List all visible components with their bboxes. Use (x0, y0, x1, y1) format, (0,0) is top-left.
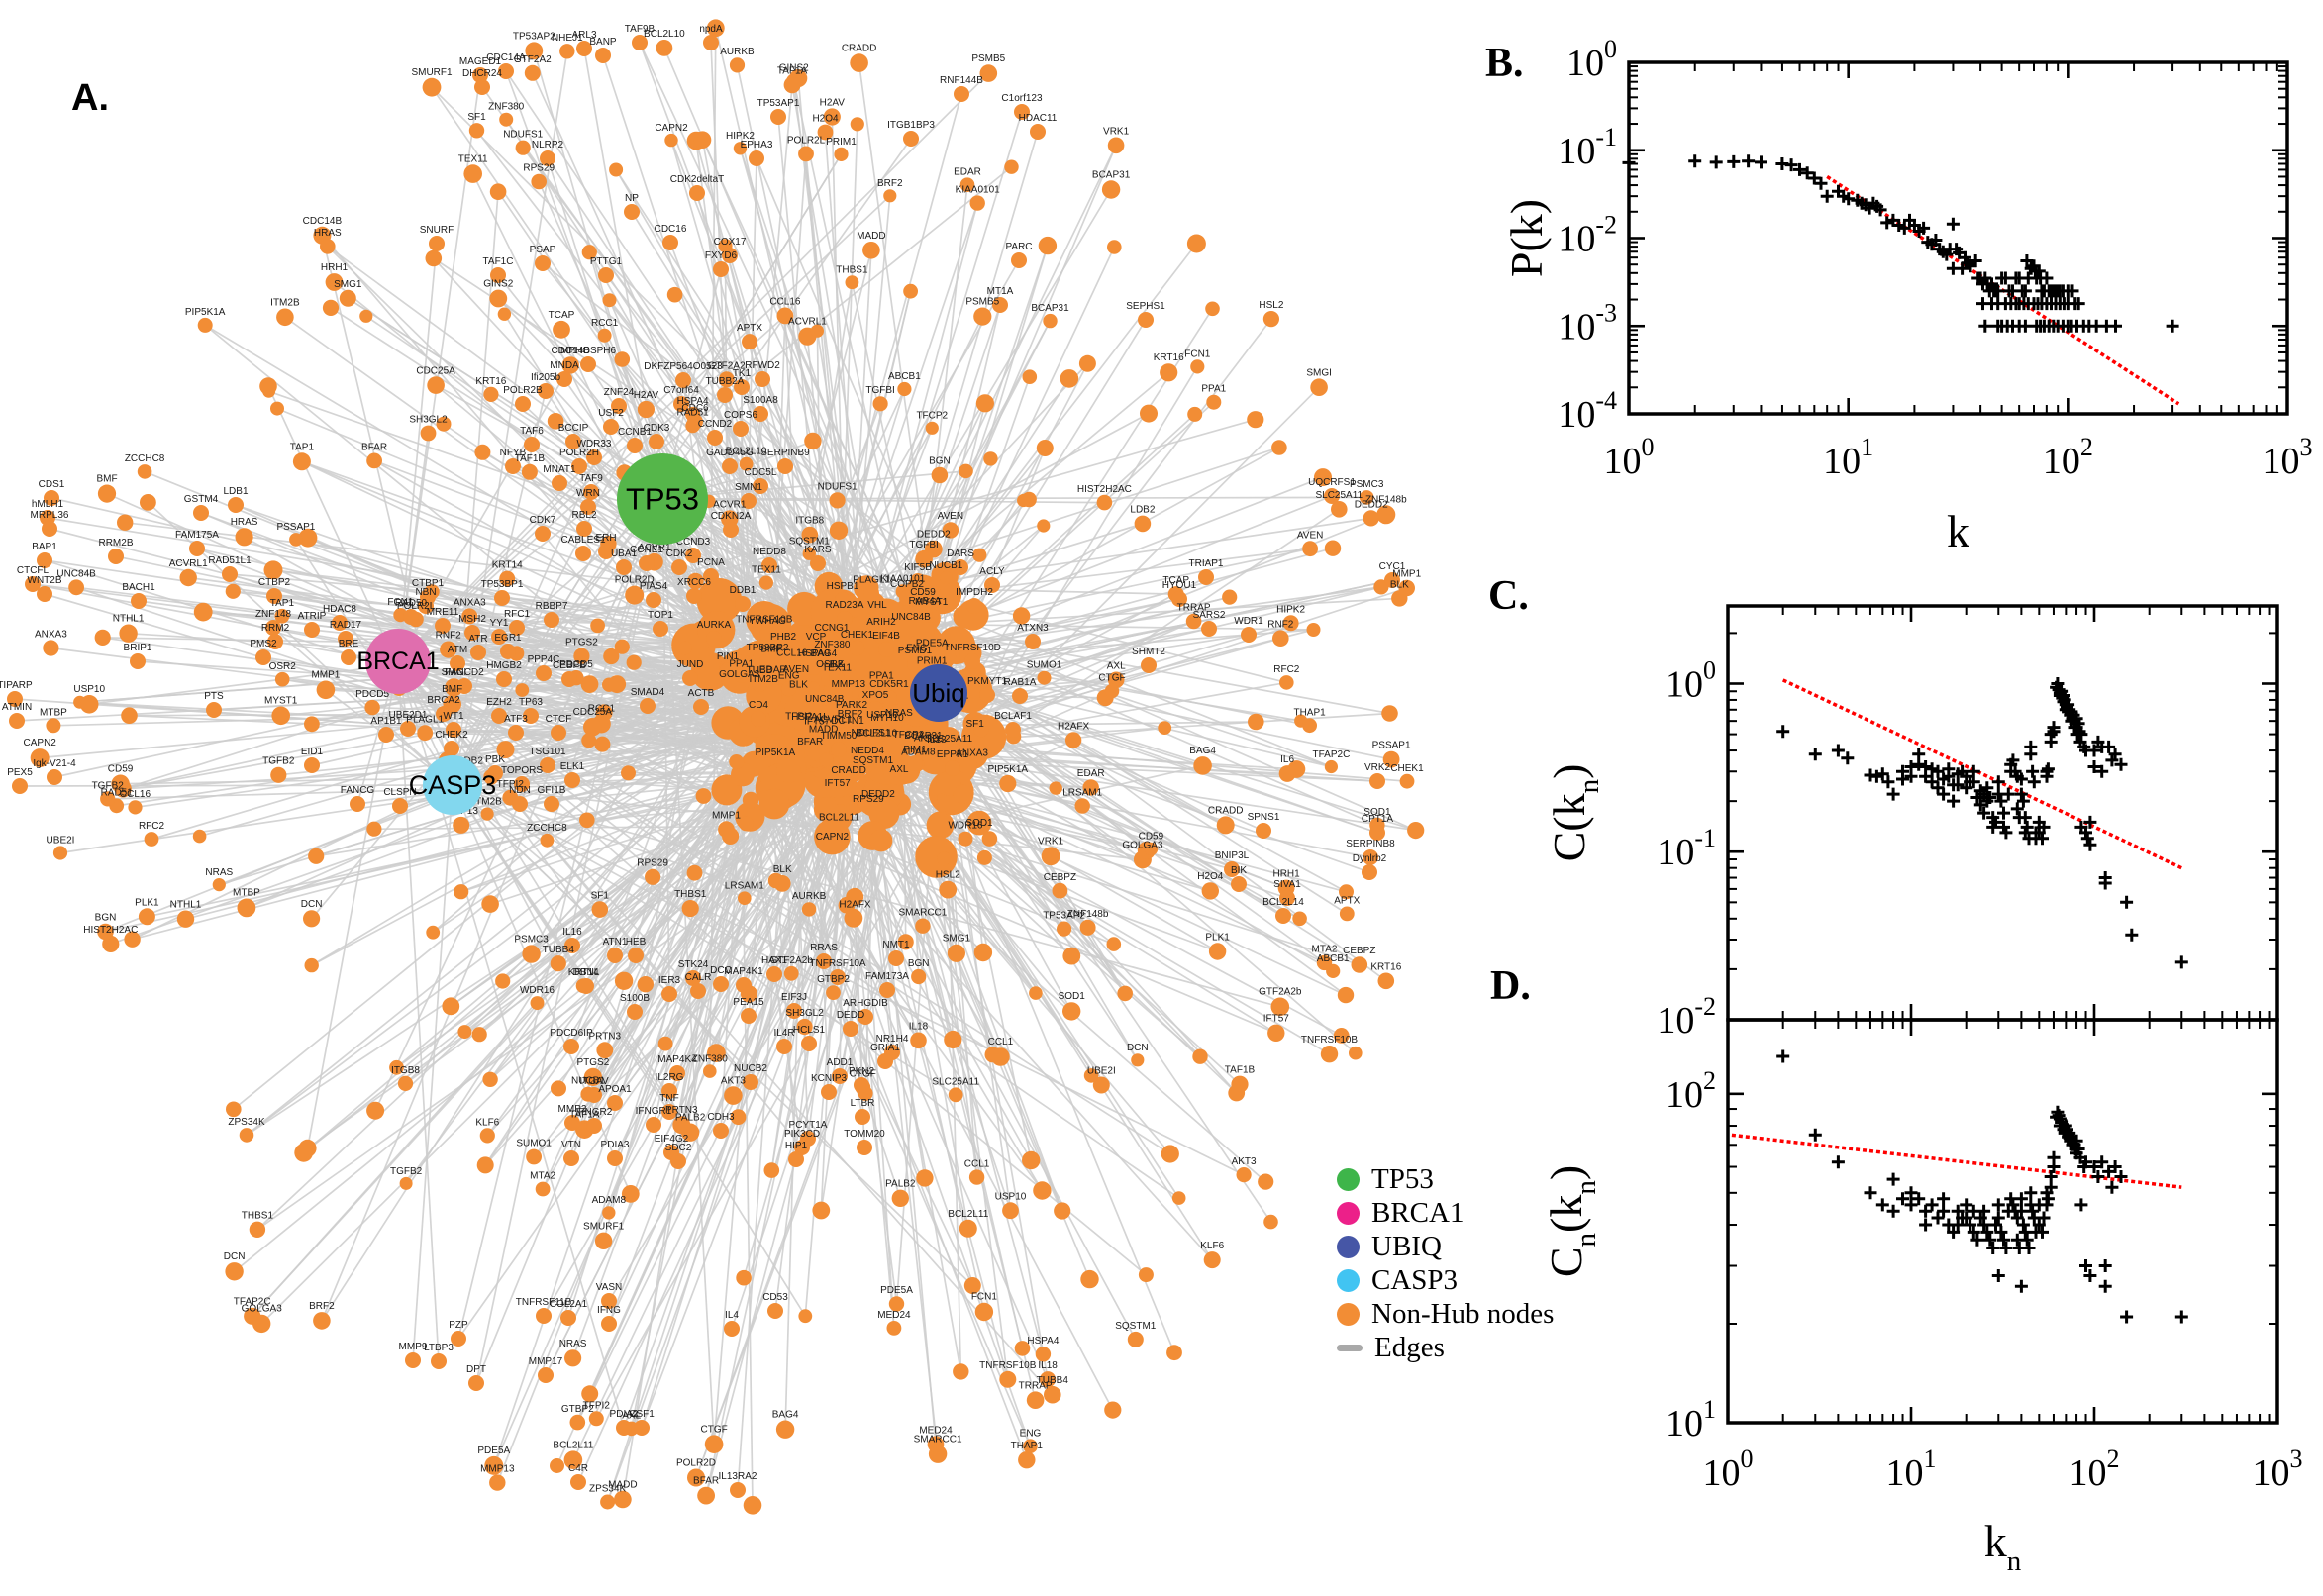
data-points (1776, 1049, 2188, 1324)
hub-label: Ubiq (912, 678, 964, 708)
y-axis-title: P(k) (1501, 199, 1552, 277)
x-tick-labels: 100 101 102 103 (1604, 433, 2313, 482)
y-tick-labels: 100 10-1 10-2 (1657, 655, 1716, 1042)
svg-text:101: 101 (1823, 433, 1873, 482)
y-tick-labels: 100 10-1 10-2 10-3 10-4 (1558, 35, 1617, 436)
axis-ticks (1627, 60, 2289, 416)
svg-text:102: 102 (1666, 1066, 1716, 1116)
svg-text:10-4: 10-4 (1558, 386, 1617, 436)
axis-ticks (1726, 1020, 2279, 1425)
legend-item-edges: Edges (1337, 1332, 1554, 1363)
legend-label: CASP3 (1371, 1264, 1459, 1296)
y-axis-title: C(kn) (1544, 764, 1605, 862)
legend-item-tp53: TP53 (1337, 1163, 1554, 1195)
network-graph: SQSTM1CCL16ANXA3TEX11SF1SLC25A11PPA1BLKN… (0, 19, 1425, 1515)
panel-b-label: B. (1485, 41, 1524, 86)
legend-dot (1337, 1236, 1360, 1258)
hub-CASP3: CASP3 (409, 755, 497, 815)
legend-dot (1337, 1269, 1360, 1292)
legend-label: BRCA1 (1371, 1197, 1464, 1229)
svg-text:103: 103 (2263, 433, 2313, 482)
svg-text:103: 103 (2253, 1445, 2303, 1494)
legend-label: UBIQ (1371, 1231, 1442, 1262)
svg-text:10-2: 10-2 (1657, 992, 1716, 1042)
y-tick-labels: 102 101 (1666, 1066, 1716, 1445)
svg-text:101: 101 (1666, 1395, 1716, 1445)
plot-C: 100 10-1 10-2 C(kn) (1544, 604, 2279, 1042)
network-legend: TP53 BRCA1 UBIQ CASP3 Non-Hub nodes Edges (1337, 1163, 1555, 1363)
legend-item-casp3: CASP3 (1337, 1264, 1554, 1296)
legend-label: Edges (1374, 1332, 1445, 1363)
data-points (1776, 677, 2188, 969)
svg-text:100: 100 (1666, 655, 1716, 705)
svg-text:100: 100 (1703, 1445, 1754, 1494)
legend-item-brca1: BRCA1 (1337, 1197, 1554, 1229)
y-axis-title: Cn(kn) (1541, 1165, 1602, 1277)
panel-a-label: A. (71, 77, 109, 119)
legend-dot (1337, 1202, 1360, 1225)
plot-B: 100 101 102 103 100 10-1 10-2 10-3 10-4 P(k) k (1501, 35, 2313, 556)
hub-label: TP53 (626, 482, 699, 517)
svg-text:100: 100 (1566, 35, 1617, 84)
panel-c-label: C. (1488, 573, 1529, 619)
network-node-labels: SQSTM1CCL16ANXA3TEX11SF1SLC25A11PPA1BLKN… (0, 24, 1424, 1494)
panel-d-label: D. (1490, 963, 1531, 1009)
svg-text:102: 102 (2070, 1445, 2120, 1494)
hub-label: CASP3 (409, 770, 497, 800)
x-axis-title: k (1947, 506, 1970, 556)
svg-text:101: 101 (1886, 1445, 1937, 1494)
legend-label: Non-Hub nodes (1371, 1298, 1555, 1330)
svg-text:10-1: 10-1 (1558, 123, 1617, 172)
legend-dot (1337, 1168, 1360, 1191)
legend-dot (1337, 1303, 1360, 1326)
hub-BRCA1: BRCA1 (356, 629, 440, 694)
network-hubs: TP53 BRCA1 CASP3 Ubiq (356, 453, 967, 815)
legend-item-ubiq: UBIQ (1337, 1231, 1554, 1262)
x-axis-title: kn (1984, 1516, 2022, 1577)
hub-Ubiq: Ubiq (910, 664, 967, 722)
hub-label: BRCA1 (356, 648, 439, 675)
svg-text:10-3: 10-3 (1558, 298, 1617, 348)
svg-text:10-1: 10-1 (1657, 824, 1716, 873)
legend-item-non-hub-nodes: Non-Hub nodes (1337, 1298, 1555, 1330)
fit-line (1731, 1133, 2182, 1189)
data-points (1622, 154, 2179, 333)
svg-text:100: 100 (1604, 433, 1655, 482)
x-tick-labels: 100 101 102 103 (1703, 1445, 2303, 1494)
svg-text:102: 102 (2043, 433, 2093, 482)
legend-label: TP53 (1371, 1163, 1434, 1195)
edge-swatch-icon (1337, 1345, 1363, 1351)
fit-line (1781, 678, 2183, 870)
svg-text:10-2: 10-2 (1558, 211, 1617, 260)
hub-TP53: TP53 (617, 453, 708, 545)
network-nodes (7, 19, 1425, 1515)
